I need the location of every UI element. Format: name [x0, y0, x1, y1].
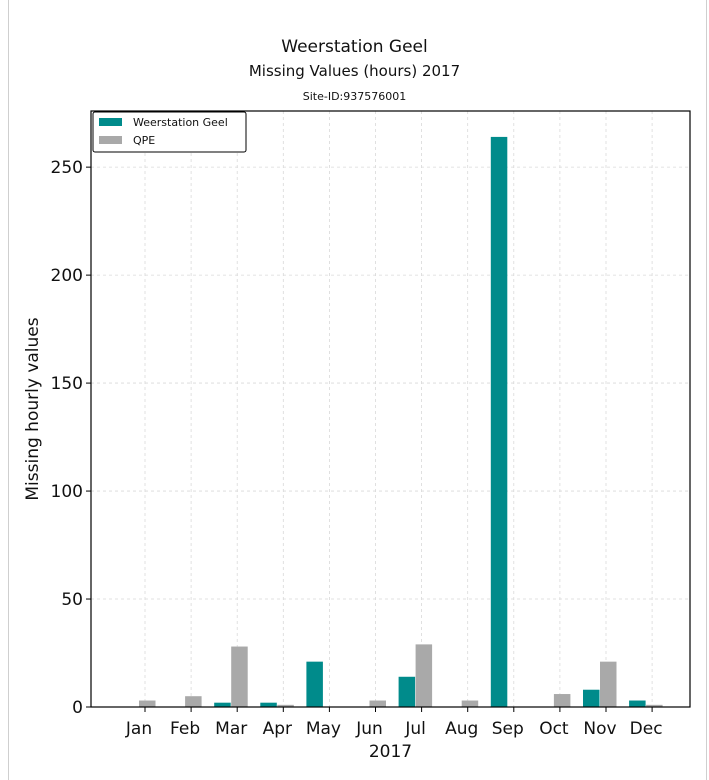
x-tick-label: Aug: [445, 719, 478, 739]
bar-qpe: [553, 694, 571, 707]
legend-swatch-weerstation: [99, 118, 122, 126]
bar-weerstation: [583, 689, 600, 707]
legend-label-weerstation: Weerstation Geel: [133, 116, 228, 129]
x-axis: Jan Feb Mar Apr May Jun Jul Aug Sep Oct Nov Dec: [125, 707, 663, 739]
y-tick-label: 150: [51, 374, 83, 394]
x-tick-label: Jan: [125, 719, 152, 739]
bar-weerstation: [629, 700, 646, 707]
x-tick-label: Apr: [263, 719, 292, 739]
bar-qpe: [646, 704, 663, 707]
y-tick-label: 250: [51, 158, 83, 178]
bar-weerstation: [398, 676, 416, 707]
site-id-label: Site-ID:937576001: [302, 90, 407, 103]
bar-qpe: [231, 646, 248, 707]
bar-qpe: [139, 700, 156, 707]
y-tick-label: 200: [51, 266, 83, 286]
bar-qpe: [415, 644, 433, 707]
y-axis-label: Missing hourly values: [23, 317, 43, 500]
y-axis: 0 50 100 150 200 250: [51, 158, 91, 718]
x-axis-label: 2017: [369, 742, 412, 762]
x-tick-label: Dec: [630, 719, 663, 739]
y-tick-label: 100: [51, 482, 83, 502]
x-tick-label: Nov: [583, 719, 616, 739]
bar-weerstation: [306, 661, 323, 707]
x-tick-label: Oct: [539, 719, 569, 739]
y-tick-label: 0: [72, 698, 83, 718]
chart-subtitle: Missing Values (hours) 2017: [248, 62, 461, 80]
plot-area-border: [90, 110, 691, 708]
bar-qpe: [461, 700, 479, 707]
bar-qpe: [369, 700, 386, 707]
x-tick-label: Sep: [492, 719, 524, 739]
bar-qpe: [600, 661, 617, 707]
y-tick-label: 50: [61, 590, 83, 610]
bar-weerstation: [260, 702, 277, 707]
legend: Weerstation Geel QPE: [92, 111, 247, 153]
figure-frame: [8, 0, 707, 780]
x-tick-label: Jun: [355, 719, 383, 739]
bar-weerstation: [490, 136, 508, 708]
bar-qpe: [277, 704, 294, 707]
chart-title: Weerstation Geel: [281, 37, 428, 57]
legend-swatch-qpe: [99, 136, 122, 144]
x-tick-label: May: [306, 719, 341, 739]
x-tick-label: Mar: [215, 719, 247, 739]
grid-lines: [91, 111, 690, 708]
x-tick-label: Jul: [404, 719, 426, 739]
x-tick-label: Feb: [170, 719, 200, 739]
legend-box: [92, 111, 247, 153]
legend-label-qpe: QPE: [133, 134, 155, 147]
bar-weerstation: [214, 702, 231, 707]
bar-qpe: [185, 696, 202, 707]
bars: [139, 136, 663, 708]
